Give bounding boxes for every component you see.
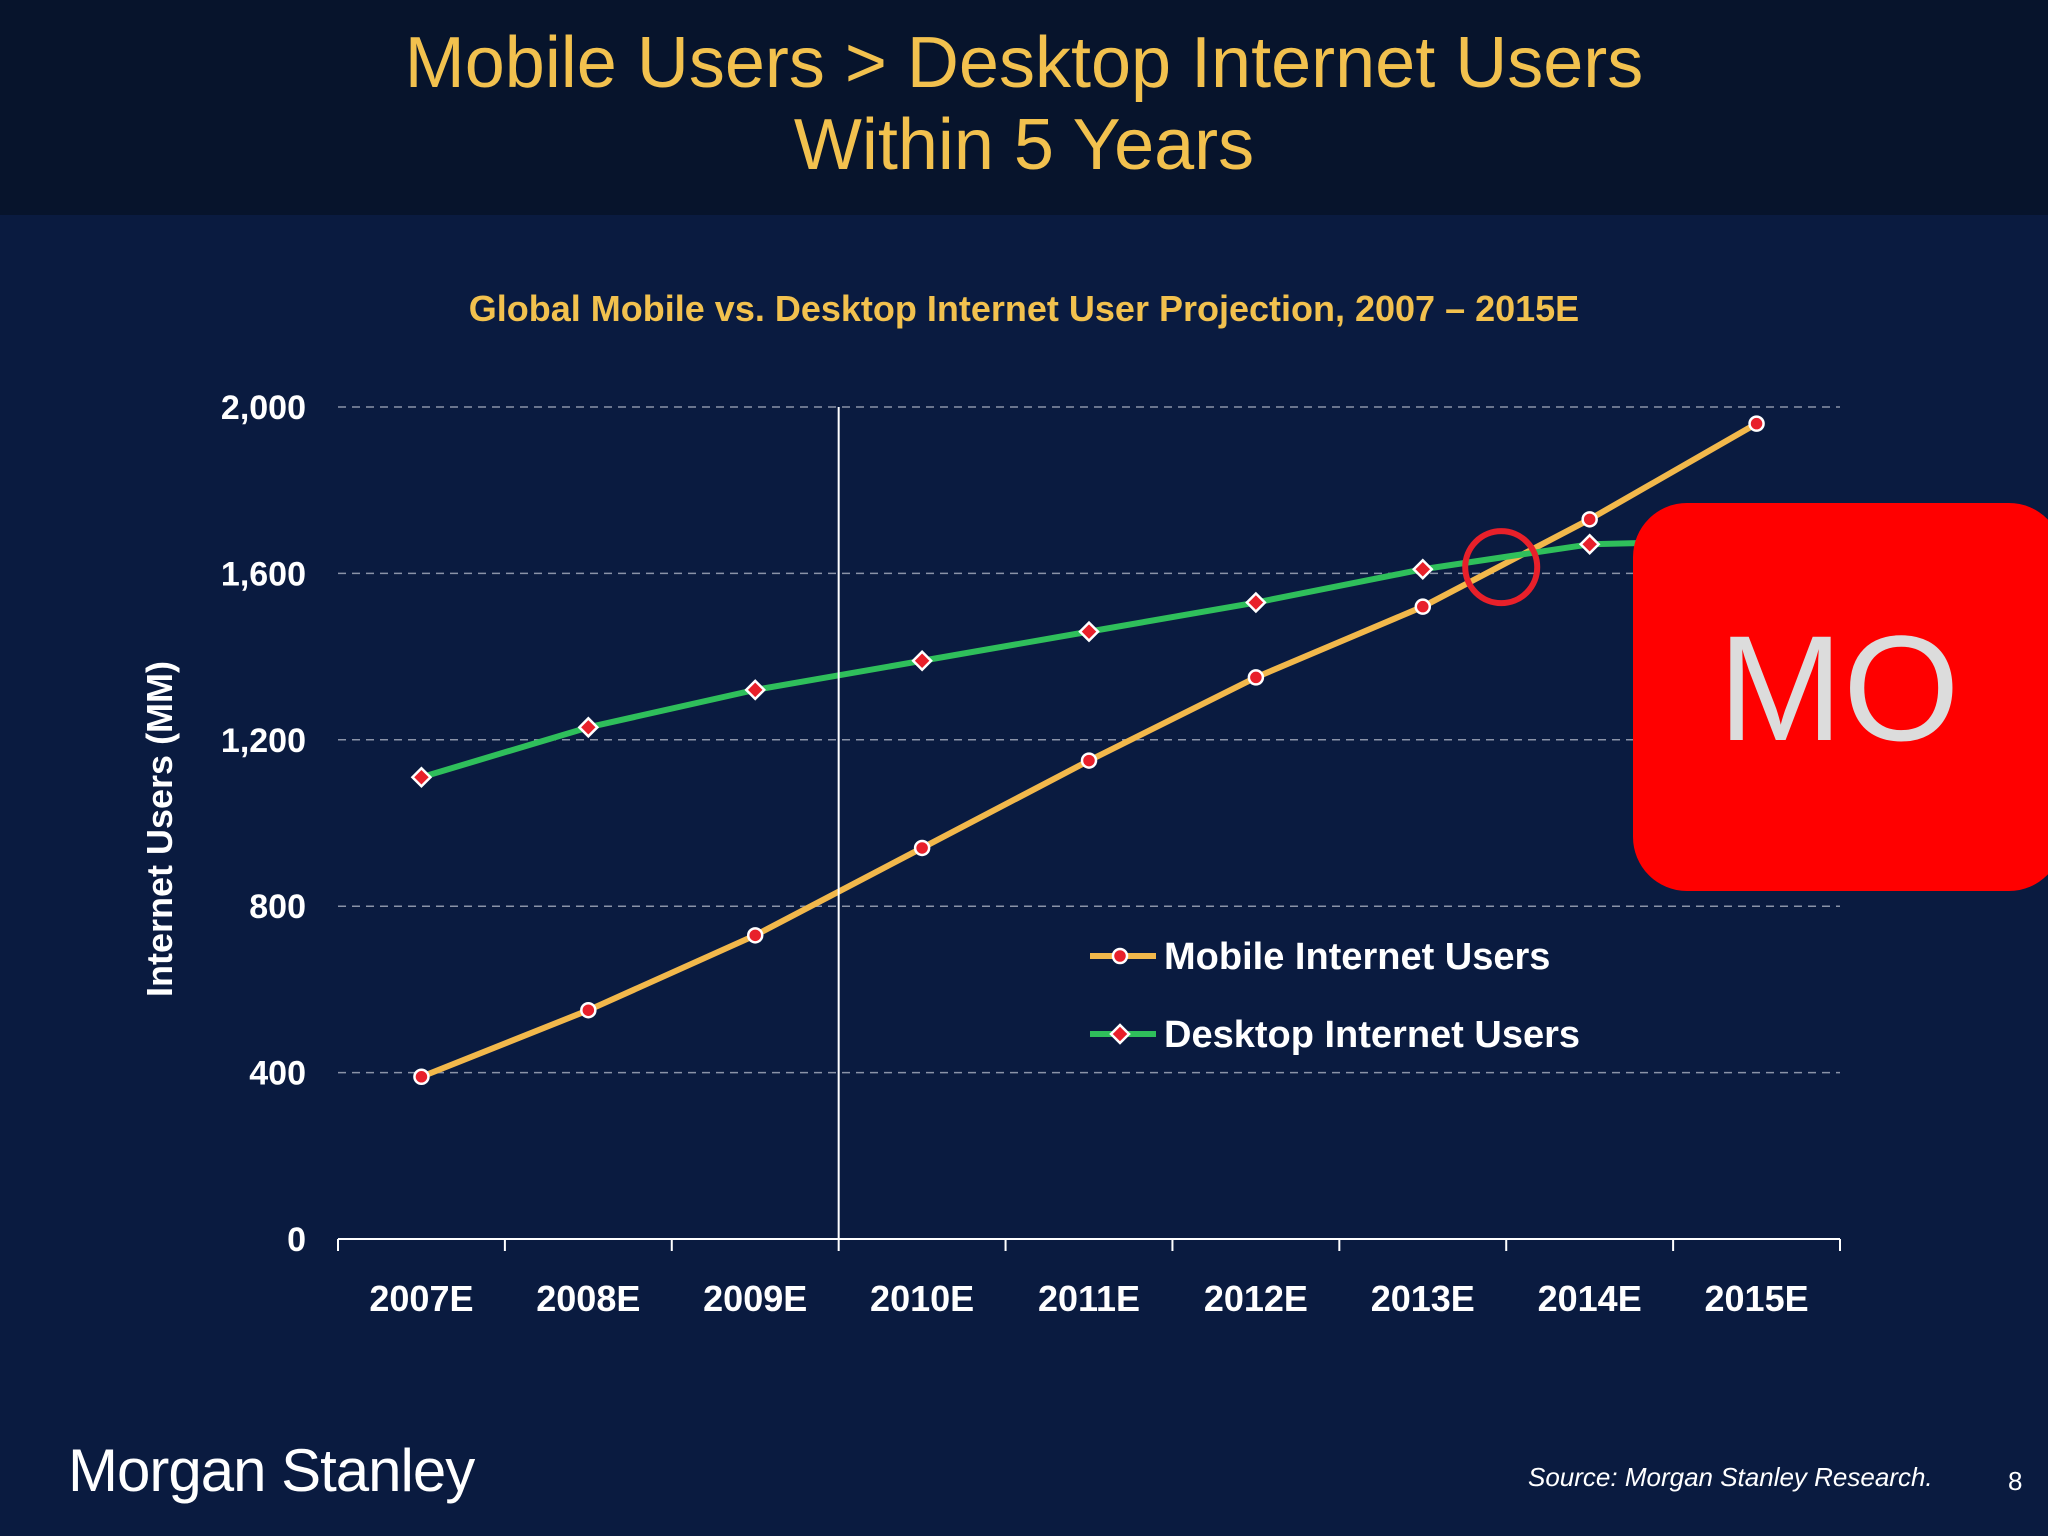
data-point <box>1078 620 1100 643</box>
data-point <box>746 927 764 944</box>
headline-line-1: Mobile Users > Desktop Internet Users <box>404 23 1644 103</box>
legend-label: Mobile Internet Users <box>1164 936 1550 978</box>
legend-marker <box>1109 1023 1131 1045</box>
x-tick-label: 2009E <box>703 1278 807 1319</box>
legend: Mobile Internet Users Desktop Internet Us… <box>1090 936 1580 1056</box>
data-point <box>580 1001 597 1019</box>
data-point <box>577 716 600 739</box>
data-point <box>410 766 433 789</box>
x-tick-label: 2010E <box>870 1278 974 1319</box>
y-tick-label: 2,000 <box>221 389 306 427</box>
data-point <box>1412 558 1434 581</box>
data-point <box>1414 598 1432 615</box>
legend-label: Desktop Internet Users <box>1164 1014 1580 1056</box>
badge-text: MO <box>1718 604 1960 772</box>
data-point <box>1581 511 1598 528</box>
x-tick-label: 2007E <box>369 1278 473 1319</box>
data-point <box>413 1068 430 1086</box>
x-tick-label: 2014E <box>1538 1278 1642 1319</box>
data-point <box>1080 752 1098 769</box>
y-tick-label: 1,200 <box>221 722 306 760</box>
headline-line-2: Within 5 Years <box>793 105 1255 185</box>
series-line-mobile <box>420 421 1759 1080</box>
legend-marker <box>1111 947 1129 965</box>
y-tick-label: 1,600 <box>221 555 306 593</box>
source-note: Source: Morgan Stanley Research. <box>1528 1462 1933 1492</box>
y-tick-label: 0 <box>287 1221 306 1259</box>
data-point <box>1245 591 1267 614</box>
x-tick-label: 2008E <box>536 1278 640 1319</box>
x-tick-label: 2013E <box>1371 1278 1475 1319</box>
data-point <box>1247 669 1265 686</box>
page-number: 8 <box>2008 1466 2023 1496</box>
data-point <box>911 649 933 672</box>
y-axis-title: Internet Users (MM) <box>139 661 180 997</box>
x-tick-label: 2015E <box>1705 1278 1809 1319</box>
series <box>410 415 1768 1086</box>
header-bar <box>0 0 2048 215</box>
data-point <box>1578 533 1601 556</box>
y-tick-label: 400 <box>249 1055 306 1093</box>
annotations <box>837 407 1541 1239</box>
morgan-stanley-logo: Morgan Stanley <box>68 1437 475 1504</box>
y-tick-label: 800 <box>249 888 306 926</box>
overlay-badge: MO <box>1633 503 2048 891</box>
grid-lines <box>338 406 1840 1074</box>
data-point <box>1748 415 1765 432</box>
series-line-desktop <box>420 537 1757 781</box>
axes: 0 400 800 1,200 1,600 2,000 2007E 2008E 2009E 201… <box>139 389 1841 1319</box>
crossover-circle <box>1462 528 1541 607</box>
x-tick-label: 2012E <box>1204 1278 1308 1319</box>
chart-title: Global Mobile vs. Desktop Internet User … <box>468 288 1580 329</box>
data-point <box>744 679 766 701</box>
slide-headline: Mobile Users > Desktop Internet Users Wi… <box>0 22 2048 186</box>
x-tick-label: 2011E <box>1038 1278 1140 1319</box>
data-point <box>913 839 931 857</box>
